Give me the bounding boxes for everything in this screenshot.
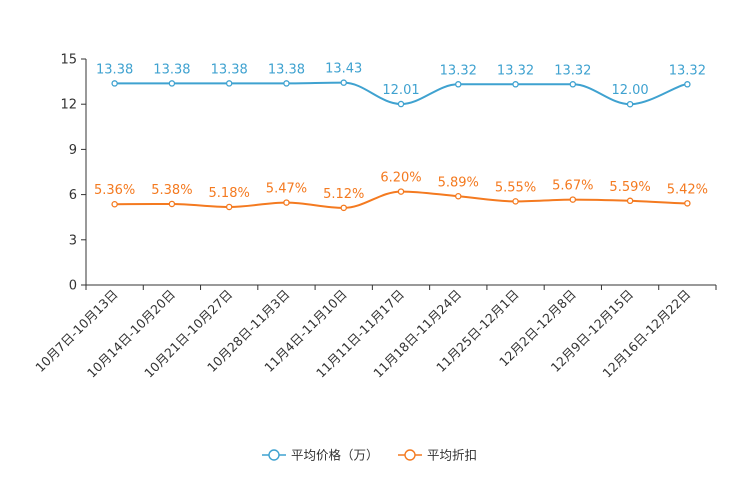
legend-marker-1[interactable] [268,449,280,461]
data-point[interactable] [512,198,519,205]
data-label: 6.20% [380,171,421,186]
data-point[interactable] [340,79,347,86]
data-label: 12.01 [382,83,419,98]
data-point[interactable] [283,199,290,206]
data-label: 13.32 [440,63,477,78]
legend-marker-2[interactable] [404,449,416,461]
data-point[interactable] [168,200,176,208]
data-point[interactable] [340,204,347,212]
data-point[interactable] [569,196,577,203]
y-tick-label: 3 [69,233,77,248]
data-point[interactable] [626,197,634,205]
y-tick-label: 12 [60,98,77,113]
data-point[interactable] [397,100,405,108]
data-label: 5.38% [151,183,192,198]
y-tick-label: 0 [69,279,77,294]
data-label: 5.67% [552,179,593,194]
data-label: 5.12% [323,187,364,202]
data-point[interactable] [397,188,405,195]
data-point[interactable] [455,81,462,88]
data-point[interactable] [684,200,691,207]
data-label: 5.59% [609,180,650,195]
data-point[interactable] [225,80,233,87]
data-label: 13.32 [669,63,706,78]
data-label: 13.38 [211,62,248,77]
data-point[interactable] [455,193,462,200]
data-label: 5.36% [94,183,135,198]
data-point[interactable] [512,81,519,88]
y-tick-label: 6 [69,188,77,203]
y-tick-label: 15 [60,53,77,68]
data-point[interactable] [283,80,290,87]
data-point[interactable] [168,80,176,87]
data-point[interactable] [569,81,577,88]
y-tick-label: 9 [69,143,77,158]
data-point[interactable] [684,81,691,88]
data-label: 5.42% [667,182,708,197]
data-label: 13.32 [497,63,534,78]
data-label: 13.38 [96,62,133,77]
legend-label-2[interactable]: 平均折扣 [427,448,477,463]
data-point[interactable] [111,80,118,87]
data-label: 13.38 [268,62,305,77]
data-label: 5.18% [209,186,250,201]
data-point[interactable] [111,200,118,208]
data-label: 5.47% [266,182,307,197]
data-point[interactable] [626,100,634,108]
legend-label-1[interactable]: 平均价格（万） [291,448,379,463]
data-label: 12.00 [611,83,648,98]
data-label: 5.89% [438,175,479,190]
data-point[interactable] [225,203,233,211]
data-label: 13.32 [554,63,591,78]
data-label: 5.55% [495,180,536,195]
data-label: 13.43 [325,62,362,77]
data-label: 13.38 [153,62,190,77]
